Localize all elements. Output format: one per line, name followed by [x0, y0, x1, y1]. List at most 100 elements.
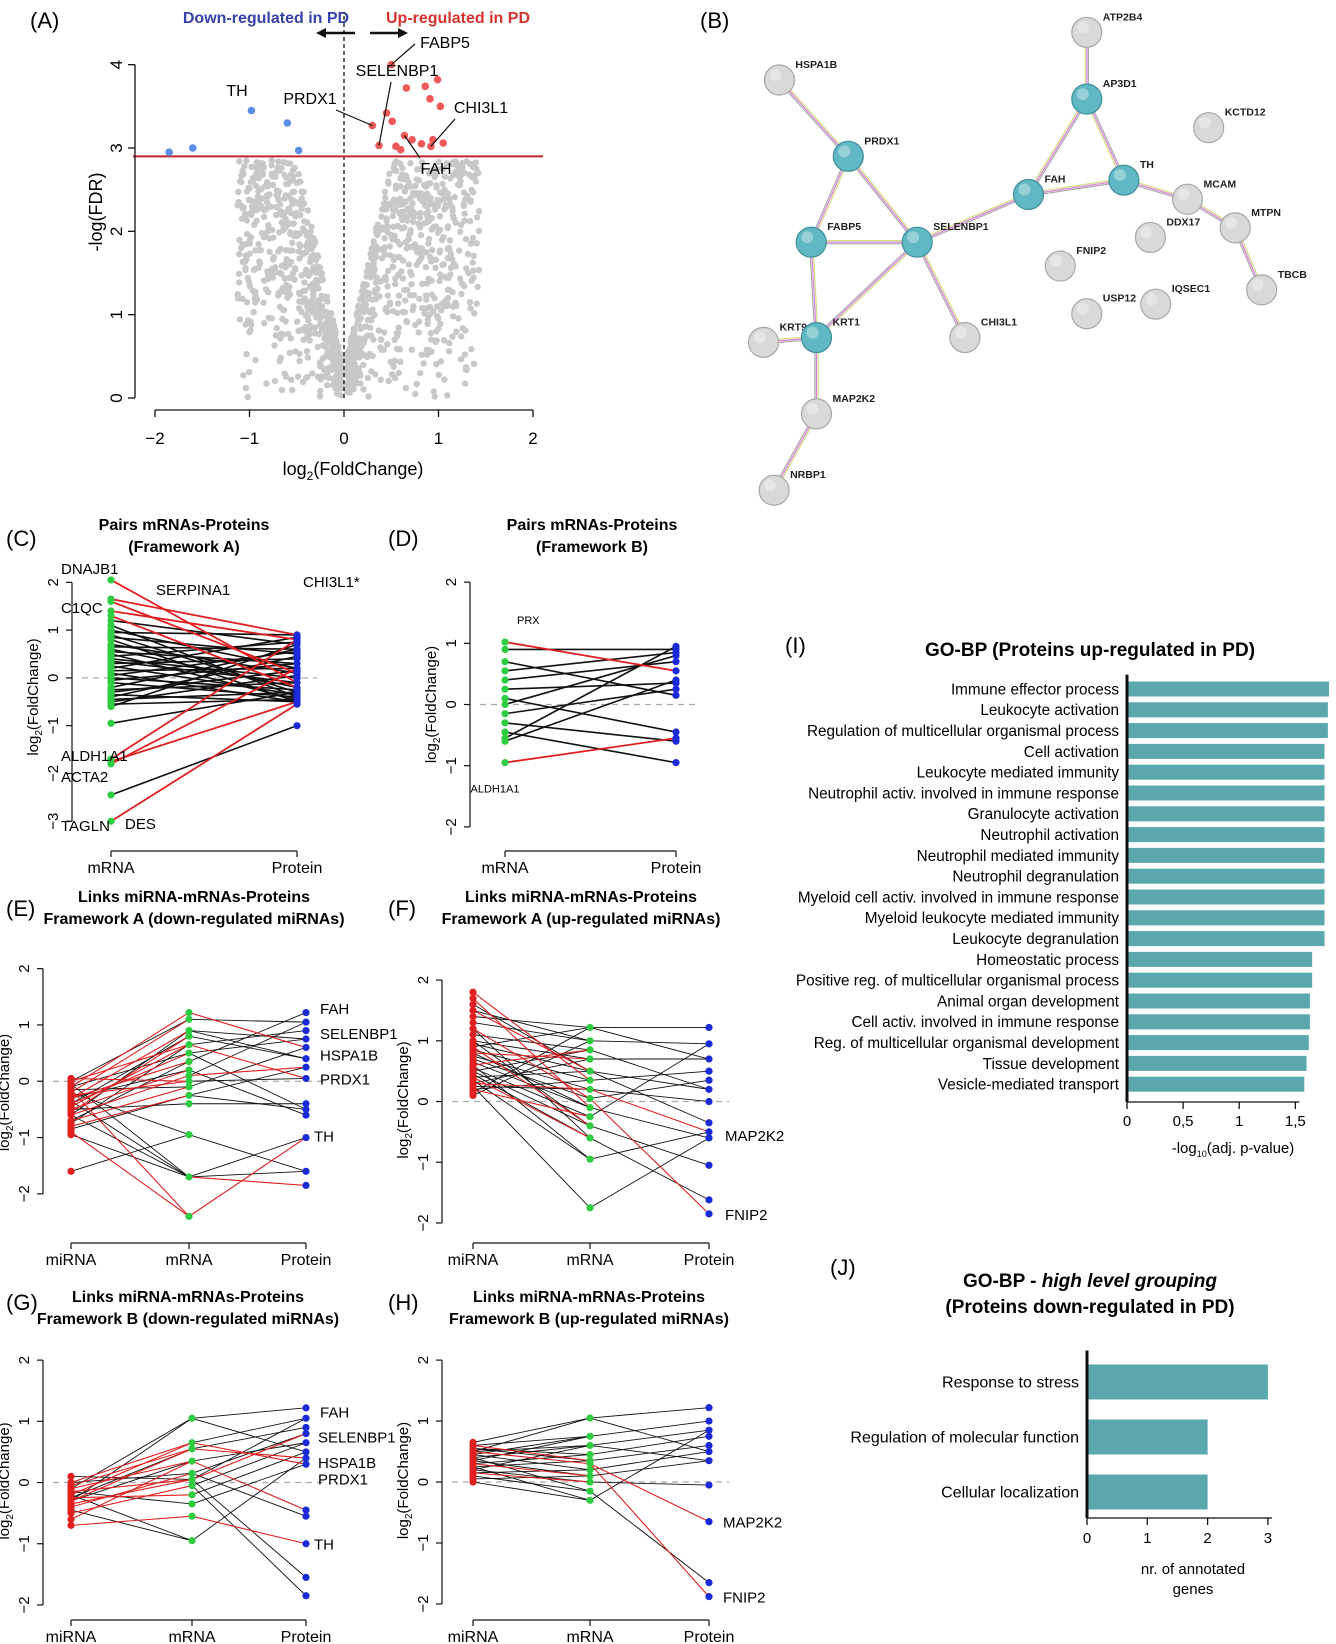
category-label: Leukocyte mediated immunity — [917, 765, 1120, 782]
grey-point — [284, 294, 291, 301]
network-node-label: IQSEC1 — [1172, 283, 1211, 295]
grey-point — [388, 231, 395, 239]
level-point — [705, 1481, 713, 1489]
y-tick-label: 0 — [16, 1478, 33, 1486]
red-link — [70, 1089, 190, 1217]
grey-point — [435, 325, 442, 332]
grey-point — [391, 374, 399, 382]
grey-point — [265, 314, 272, 321]
y-tick-label: 0 — [443, 700, 460, 708]
level-point — [293, 679, 301, 687]
bar — [1127, 868, 1325, 884]
category-label: Vesicle-mediated transport — [938, 1077, 1120, 1094]
grey-point — [299, 225, 307, 232]
bar — [1127, 951, 1313, 967]
level-point — [469, 1469, 477, 1477]
level-point — [107, 702, 115, 711]
grey-point — [305, 307, 312, 314]
panel-letter-b: (B) — [700, 8, 729, 33]
black-link — [110, 677, 298, 691]
black-link — [188, 1012, 307, 1062]
level-point — [586, 1414, 594, 1422]
network-edge — [814, 240, 917, 337]
level-point — [185, 1026, 193, 1035]
black-link — [589, 1460, 710, 1477]
grey-point — [458, 290, 465, 298]
grey-point — [386, 170, 393, 177]
grey-point — [305, 243, 312, 251]
x-tick-label: miRNA — [448, 1252, 499, 1269]
red-link — [70, 1075, 190, 1116]
level-point — [469, 1031, 477, 1039]
level-point — [188, 1414, 196, 1422]
grey-point — [305, 317, 312, 324]
grey-point — [302, 312, 310, 319]
grey-point — [319, 373, 326, 380]
grey-point — [313, 263, 321, 270]
grey-point — [304, 373, 311, 381]
black-link — [191, 1427, 307, 1450]
grey-point — [261, 207, 268, 214]
x-tick-label: 1 — [1235, 1113, 1243, 1130]
black-link — [589, 1040, 710, 1045]
level-point — [469, 1000, 477, 1008]
black-link — [110, 691, 298, 725]
network-node — [1171, 183, 1204, 215]
grey-point — [460, 200, 467, 208]
network-node-highlight — [1076, 88, 1089, 101]
level-point — [302, 1133, 310, 1142]
grey-point — [431, 393, 438, 400]
black-link — [191, 1417, 307, 1444]
network-edge — [917, 195, 1030, 245]
level-point — [302, 1404, 310, 1412]
network-node-highlight — [1140, 226, 1153, 239]
level-point — [705, 1210, 713, 1218]
network-node-label: MTPN — [1251, 207, 1281, 219]
y-tick-label: −2 — [45, 765, 62, 782]
grey-point — [259, 160, 266, 167]
bar — [1127, 764, 1325, 780]
black-link — [589, 1407, 710, 1419]
black-link — [472, 1454, 591, 1471]
bar — [1087, 1364, 1268, 1400]
level-point — [107, 719, 115, 727]
panel-e-title-line-2: Framework A (down-regulated miRNAs) — [43, 911, 344, 928]
level-point — [672, 658, 680, 666]
grey-point — [353, 369, 361, 377]
y-tick-label: −1 — [45, 717, 62, 734]
grey-point — [438, 307, 445, 314]
grey-point — [327, 363, 334, 371]
grey-point — [286, 349, 293, 356]
red-link — [70, 1044, 190, 1108]
grey-point — [391, 357, 398, 364]
grey-point — [366, 350, 373, 358]
gene-label: FNIP2 — [725, 1207, 768, 1224]
down-regulated-point — [189, 144, 197, 152]
network-edge — [809, 242, 816, 338]
grey-point — [447, 264, 455, 271]
panel-d-title-line-1: Pairs mRNAs-Proteins — [507, 517, 678, 534]
grey-point — [289, 386, 296, 394]
grey-point — [382, 194, 389, 202]
red-link — [188, 1044, 307, 1079]
grey-point — [295, 171, 302, 178]
gene-label: DES — [125, 816, 156, 833]
grey-point — [413, 176, 420, 183]
grey-point — [448, 160, 455, 167]
grey-point — [467, 218, 474, 225]
network-node-label: PRDX1 — [864, 135, 899, 147]
red-link — [472, 1009, 591, 1072]
grey-point — [296, 241, 303, 248]
network-node — [1108, 164, 1140, 196]
black-link — [472, 1040, 591, 1096]
level-point — [67, 1472, 75, 1481]
grey-point — [236, 236, 243, 244]
grey-point — [247, 197, 254, 204]
grey-point — [429, 201, 437, 208]
level-point — [586, 1466, 594, 1474]
network-edge — [916, 192, 1029, 242]
panel-g-title-line-1: Links miRNA-mRNAs-Proteins — [72, 1289, 304, 1306]
grey-point — [255, 240, 262, 248]
